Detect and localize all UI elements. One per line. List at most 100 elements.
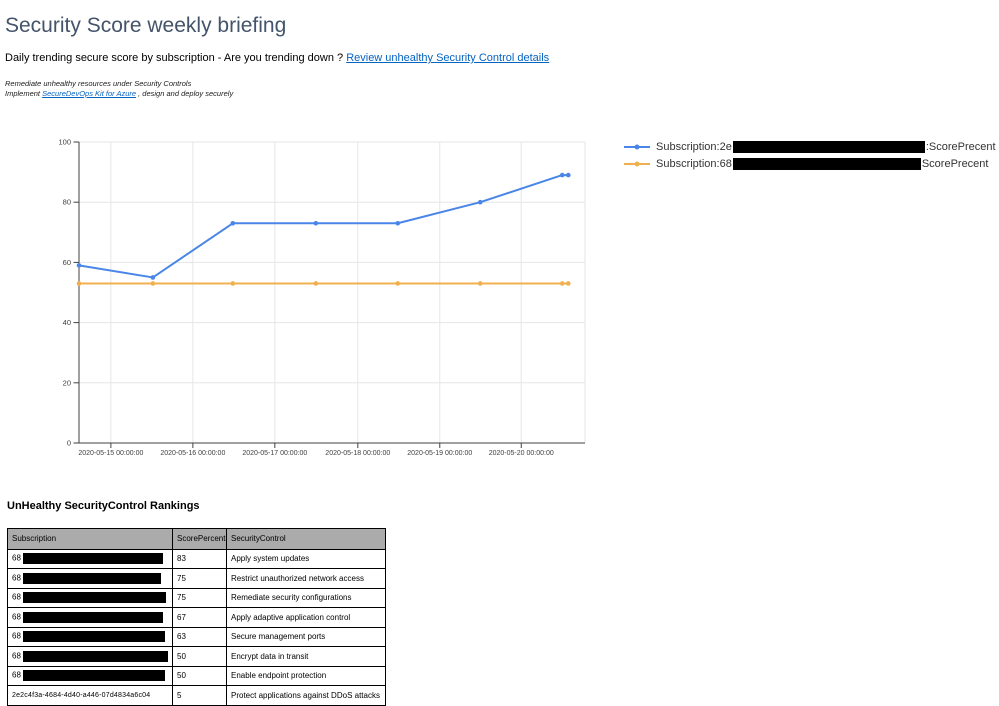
note-line-1: Remediate unhealthy resources under Secu… (5, 79, 192, 88)
rankings-table: Subscription ScorePercent SecurityControl 6… (7, 528, 386, 706)
subscription-cell: 2e2c4f3a-4684-4d40-a446-07d4834a6c04 (7, 685, 173, 706)
data-point (395, 281, 401, 286)
data-point (477, 199, 483, 205)
chart-svg: 0 20 40 60 80 100 2020-05-15 00:00:00 2020-05-1… (58, 138, 586, 457)
data-point (559, 281, 565, 286)
security-control-cell: Protect applications against DDoS attack… (226, 685, 386, 706)
subscription-id-fragment: 68 (12, 670, 21, 680)
table-row: 68 67 Apply adaptive application control (7, 607, 386, 628)
legend-item: Subscription:2e :ScorePrecent (624, 138, 996, 155)
rankings-title: UnHealthy SecurityControl Rankings (7, 500, 200, 512)
redaction-bar (22, 592, 166, 604)
securedevops-kit-link[interactable]: SecureDevOps Kit for Azure (42, 88, 137, 98)
table-row-partial: 2e2c4f3a-4684-4d40-a446-07d4834a6c04 5 Pro… (7, 685, 386, 706)
y-tick-label: 40 (63, 318, 71, 327)
security-control-cell: Apply adaptive application control (226, 607, 386, 628)
redaction-bar (732, 157, 921, 170)
subscription-id-fragment: 68 (12, 553, 21, 563)
subscription-cell: 68 (7, 587, 173, 608)
y-tick-label: 60 (63, 258, 71, 267)
data-point (230, 281, 236, 286)
redaction-bar (22, 553, 163, 565)
x-tick-label: 2020-05-15 00:00:00 (78, 450, 143, 457)
x-tick-label: 2020-05-20 00:00:00 (489, 450, 554, 457)
score-percent-cell: 5 (172, 685, 227, 706)
data-point (313, 281, 319, 286)
column-header: Subscription (7, 528, 173, 550)
note-line-2: Implement SecureDevOps Kit for Azure , d… (5, 89, 233, 99)
review-unhealthy-controls-link[interactable]: Review unhealthy Security Control detail… (346, 52, 550, 64)
subscription-id-fragment: 68 (12, 573, 21, 583)
y-tick-label: 0 (67, 439, 71, 448)
redaction-bar (22, 611, 163, 623)
table-row: 68 75 Restrict unauthorized network access (7, 568, 386, 589)
score-percent-cell: 50 (172, 646, 227, 667)
x-tick-label: 2020-05-19 00:00:00 (407, 450, 472, 457)
table-header-row: Subscription ScorePercent SecurityControl (7, 528, 386, 550)
legend-line-marker-icon (624, 161, 650, 166)
table-row: 68 75 Remediate security configurations (7, 587, 386, 608)
column-header: ScorePercent (172, 528, 227, 550)
table-row: 68 63 Secure management ports (7, 626, 386, 647)
subscription-id-fragment: 68 (12, 612, 21, 622)
redaction-bar (732, 140, 925, 153)
subscription-cell: 68 (7, 607, 173, 628)
series-line (78, 174, 570, 279)
score-percent-cell: 67 (172, 607, 227, 628)
redaction-bar (22, 650, 168, 662)
redaction-bar (22, 572, 161, 584)
data-point (76, 263, 82, 268)
legend-label-suffix: ScorePrecent (921, 157, 989, 170)
legend-label-prefix: Subscription:2e (656, 140, 732, 153)
data-point (566, 281, 571, 286)
security-control-cell: Restrict unauthorized network access (226, 568, 386, 589)
security-control-cell: Apply system updates (226, 548, 386, 569)
security-control-cell: Secure management ports (226, 626, 386, 647)
subscription-cell: 68 (7, 548, 173, 569)
y-tick-label: 80 (63, 198, 71, 207)
y-tick-label: 100 (58, 138, 71, 147)
security-control-cell: Enable endpoint protection (226, 665, 386, 686)
table-row: 68 50 Encrypt data in transit (7, 646, 386, 667)
score-percent-cell: 75 (172, 587, 227, 608)
page-title: Security Score weekly briefing (5, 14, 287, 37)
score-percent-cell: 63 (172, 626, 227, 647)
secure-score-trend-chart: 0 20 40 60 80 100 2020-05-15 00:00:00 2020-05-1… (50, 132, 600, 470)
notes: Remediate unhealthy resources under Secu… (5, 79, 233, 98)
data-point (76, 281, 82, 286)
data-point (313, 220, 319, 226)
subtitle-text: Daily trending secure score by subscript… (5, 52, 347, 64)
note-line-2-suffix: , design and deploy securely (136, 88, 234, 98)
subscription-cell: 68 (7, 665, 173, 686)
x-tick-label: 2020-05-17 00:00:00 (242, 450, 307, 457)
y-tick-label: 20 (63, 378, 71, 387)
chart-legend: Subscription:2e:ScorePrecent Subscription… (624, 138, 996, 172)
subscription-id-fragment: 68 (12, 631, 21, 641)
data-point (150, 281, 156, 286)
score-percent-cell: 75 (172, 568, 227, 589)
subscription-id-fragment: 68 (12, 592, 21, 602)
data-point (230, 220, 236, 226)
data-point (150, 275, 156, 280)
note-line-2-prefix: Implement (5, 88, 43, 98)
subscription-cell: 68 (7, 568, 173, 589)
x-tick-label: 2020-05-18 00:00:00 (325, 450, 390, 457)
score-percent-cell: 50 (172, 665, 227, 686)
legend-line-marker-icon (624, 144, 650, 149)
subscription-id-fragment: 68 (12, 651, 21, 661)
table-row: 68 83 Apply system updates (7, 548, 386, 569)
data-point (395, 220, 401, 226)
redaction-bar (22, 631, 165, 643)
redaction-bar (22, 670, 165, 682)
security-control-cell: Encrypt data in transit (226, 646, 386, 667)
data-point (477, 281, 483, 286)
table-row: 68 50 Enable endpoint protection (7, 665, 386, 686)
legend-label-suffix: :ScorePrecent (925, 140, 996, 153)
column-header: SecurityControl (226, 528, 386, 550)
subtitle: Daily trending secure score by subscript… (5, 52, 549, 65)
legend-item: Subscription:68 ScorePrecent (624, 155, 996, 172)
data-point (559, 172, 565, 178)
score-percent-cell: 83 (172, 548, 227, 569)
x-tick-label: 2020-05-16 00:00:00 (160, 450, 225, 457)
legend-label-prefix: Subscription:68 (656, 157, 732, 170)
